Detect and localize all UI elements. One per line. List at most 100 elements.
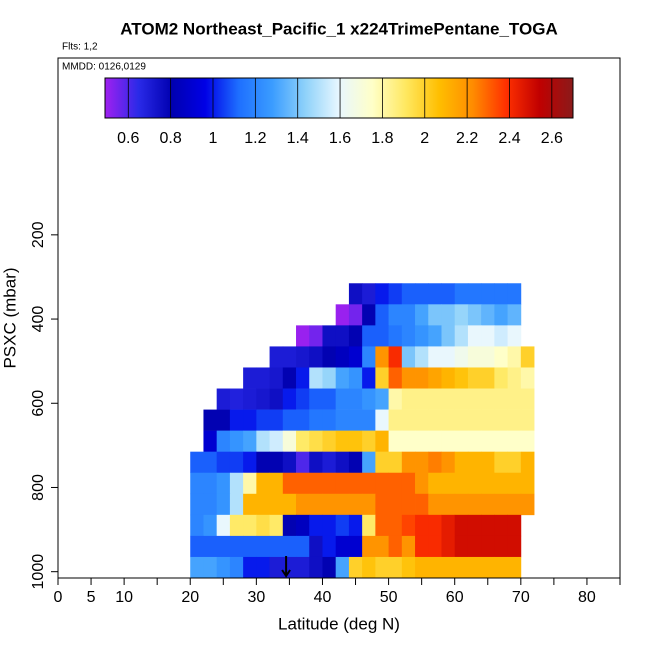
- cell: [454, 283, 469, 305]
- cell: [243, 388, 257, 410]
- cell: [243, 451, 257, 474]
- cell: [415, 367, 429, 389]
- cell: [481, 367, 495, 389]
- cell: [296, 556, 310, 579]
- cell: [348, 325, 363, 347]
- cell: [388, 325, 403, 347]
- cell: [243, 493, 257, 516]
- cell: [348, 367, 363, 389]
- cell: [216, 430, 231, 452]
- cell: [335, 304, 350, 326]
- cell: [309, 346, 323, 368]
- cell: [282, 472, 297, 495]
- cell: [494, 283, 508, 305]
- cell: [454, 514, 469, 537]
- cell: [322, 388, 337, 410]
- cell: [256, 367, 270, 389]
- cell: [190, 535, 204, 558]
- cell: [441, 514, 456, 537]
- cell: [415, 325, 429, 347]
- cell: [269, 472, 284, 495]
- cell: [190, 556, 204, 579]
- cell: [269, 430, 284, 452]
- cell: [269, 346, 284, 368]
- cell: [428, 304, 442, 326]
- cell: [282, 367, 297, 389]
- cell: [322, 409, 337, 431]
- cell: [190, 493, 204, 516]
- cell: [454, 535, 469, 558]
- cell: [348, 556, 363, 579]
- cell: [229, 472, 244, 495]
- cell: [388, 514, 403, 537]
- cell: [296, 430, 310, 452]
- cell: [256, 430, 270, 452]
- cell: [269, 451, 284, 474]
- cell: [362, 304, 376, 326]
- cell: [428, 535, 442, 558]
- cell: [243, 409, 257, 431]
- cell: [269, 388, 284, 410]
- cell: [362, 283, 376, 305]
- cell: [441, 493, 456, 516]
- cell: [375, 304, 389, 326]
- cell: [388, 283, 403, 305]
- cell: [507, 409, 522, 431]
- heatmap-cells: [190, 283, 535, 579]
- cell: [494, 493, 508, 516]
- cell: [375, 367, 389, 389]
- cell: [494, 388, 508, 410]
- y-tick-label: 200: [30, 221, 47, 248]
- cell: [401, 304, 416, 326]
- cell: [454, 388, 469, 410]
- x-tick-label: 60: [446, 589, 464, 606]
- cell: [375, 556, 389, 579]
- cell: [428, 409, 442, 431]
- cell: [388, 388, 403, 410]
- cell: [375, 535, 389, 558]
- cell: [415, 472, 429, 495]
- cell: [322, 472, 337, 495]
- cell: [375, 493, 389, 516]
- cell: [415, 451, 429, 474]
- cell: [388, 472, 403, 495]
- x-tick-label: 5: [87, 589, 96, 606]
- cell: [401, 514, 416, 537]
- cell: [481, 346, 495, 368]
- cell: [269, 493, 284, 516]
- colorbar-tick-label: 2.2: [456, 130, 478, 147]
- cell: [520, 430, 535, 452]
- cell: [229, 535, 244, 558]
- cell: [348, 409, 363, 431]
- cell: [467, 304, 482, 326]
- cell: [481, 409, 495, 431]
- cell: [441, 556, 456, 579]
- cell: [335, 430, 350, 452]
- cell: [229, 430, 244, 452]
- cell: [388, 430, 403, 452]
- colorbar-tick-label: 2: [420, 130, 429, 147]
- cell: [520, 346, 535, 368]
- cell: [401, 367, 416, 389]
- cell: [243, 514, 257, 537]
- colorbar-tick-label: 1.6: [329, 130, 351, 147]
- cell: [322, 493, 337, 516]
- cell: [481, 388, 495, 410]
- cell: [335, 514, 350, 537]
- cell: [507, 346, 522, 368]
- cell: [243, 556, 257, 579]
- cell: [335, 556, 350, 579]
- cell: [507, 451, 522, 474]
- cell: [335, 535, 350, 558]
- cell: [190, 472, 204, 495]
- cell: [401, 325, 416, 347]
- cell: [401, 430, 416, 452]
- cell: [388, 409, 403, 431]
- cell: [296, 346, 310, 368]
- cell: [441, 388, 456, 410]
- cell: [282, 409, 297, 431]
- cell: [348, 430, 363, 452]
- cell: [375, 430, 389, 452]
- cell: [441, 535, 456, 558]
